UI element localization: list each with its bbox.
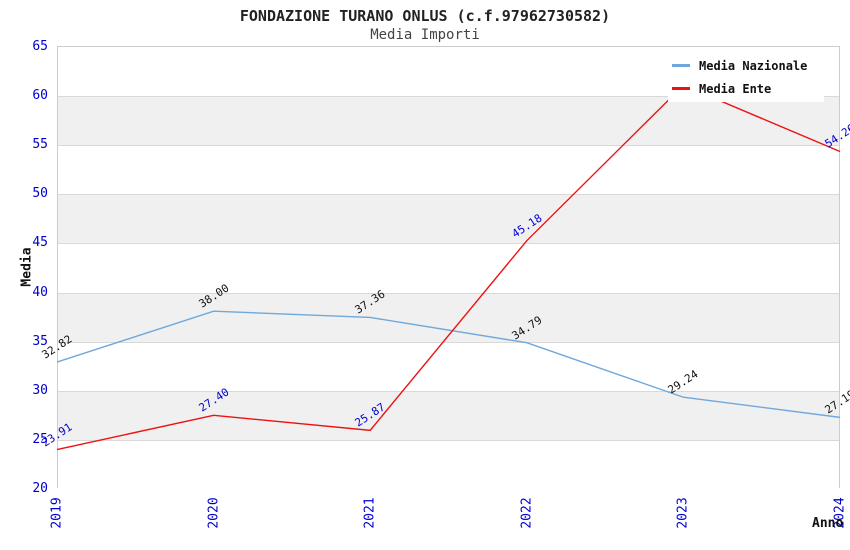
x-axis-title: Anno [812, 516, 844, 531]
legend-label: Media Nazionale [699, 58, 808, 73]
gridline [58, 292, 839, 294]
y-tick-label: 60 [32, 88, 48, 104]
gridline [58, 341, 839, 343]
gridline [58, 243, 839, 245]
plot-band [58, 341, 839, 391]
x-tick-label: 2022 [519, 497, 535, 529]
gridline [58, 194, 839, 196]
plot-band [58, 439, 839, 489]
y-tick-label: 40 [32, 284, 48, 300]
plot-band [58, 292, 839, 342]
x-tick-label: 2021 [362, 497, 378, 529]
y-tick-label: 20 [32, 481, 48, 496]
x-tick-label: 2023 [675, 497, 691, 529]
gridline [58, 439, 839, 441]
y-tick-label: 45 [32, 235, 48, 251]
x-tick-label: 2020 [206, 497, 222, 529]
legend-swatch-icon [672, 64, 690, 67]
legend-swatch-icon [672, 87, 690, 90]
plot-band [58, 243, 839, 293]
plot-area [57, 46, 840, 489]
y-tick-label: 35 [32, 333, 48, 349]
gridline [58, 145, 839, 147]
chart-title: FONDAZIONE TURANO ONLUS (c.f.97962730582… [239, 7, 611, 25]
plot-band [58, 390, 839, 440]
y-tick-label: 50 [32, 186, 48, 202]
plot-band [58, 194, 839, 244]
x-tick-label: 2019 [49, 497, 65, 529]
plot-band [58, 96, 839, 146]
chart-subtitle: Media Importi [370, 27, 480, 43]
y-tick-label: 25 [32, 431, 48, 447]
legend: Media Nazionale Media Ente [668, 52, 824, 102]
y-tick-label: 30 [32, 382, 48, 398]
legend-label: Media Ente [699, 81, 772, 96]
gridline [58, 390, 839, 392]
y-tick-label: 55 [32, 137, 48, 153]
y-tick-label: 65 [32, 39, 48, 54]
legend-item: Media Ente [672, 77, 820, 100]
plot-band [58, 145, 839, 195]
legend-item: Media Nazionale [672, 54, 820, 77]
y-axis-title: Media [19, 247, 35, 287]
